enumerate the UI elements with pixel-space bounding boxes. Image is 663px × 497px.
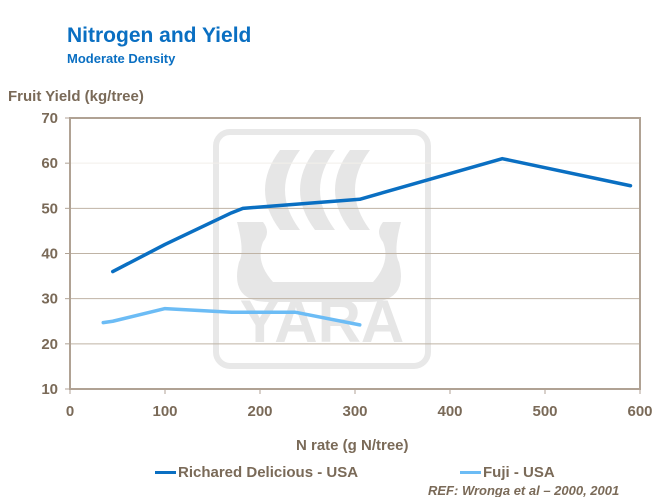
legend-label: Richared Delicious - USA: [178, 464, 359, 481]
legend-item-richared: Richared Delicious - USA: [155, 464, 358, 481]
x-tick-label: 300: [342, 403, 367, 420]
yara-logo-watermark: YARA: [213, 129, 431, 369]
y-tick-label: 40: [41, 246, 58, 263]
x-tick-label: 200: [247, 403, 272, 420]
x-tick-label: 400: [437, 403, 462, 420]
series-line-richared: [111, 156, 633, 274]
y-tick-label: 50: [41, 200, 58, 217]
chart-subtitle: Moderate Density: [67, 51, 176, 66]
y-tick-label: 30: [41, 291, 58, 308]
series-line-fuji: [101, 306, 362, 327]
plot-area-border: [69, 117, 641, 390]
legend-swatch: [155, 471, 176, 474]
x-axis-label: N rate (g N/tree): [296, 437, 409, 454]
chart-title: Nitrogen and Yield: [67, 24, 252, 47]
legend-item-fuji: Fuji - USA: [460, 464, 555, 481]
x-tick-label: 100: [152, 403, 177, 420]
svg-text:YARA: YARA: [240, 288, 405, 355]
y-tick-label: 70: [41, 110, 58, 127]
x-tick-label: 500: [532, 403, 557, 420]
y-axis-label: Fruit Yield (kg/tree): [8, 88, 144, 105]
reference-note: REF: Wronga et al – 2000, 2001: [428, 483, 620, 497]
x-tick-label: 600: [627, 403, 652, 420]
y-tick-label: 10: [41, 381, 58, 398]
legend-label: Fuji - USA: [483, 464, 555, 481]
x-tick-label: 0: [66, 403, 74, 420]
y-tick-label: 60: [41, 155, 58, 172]
legend-swatch: [460, 471, 481, 474]
y-tick-label: 20: [41, 336, 58, 353]
